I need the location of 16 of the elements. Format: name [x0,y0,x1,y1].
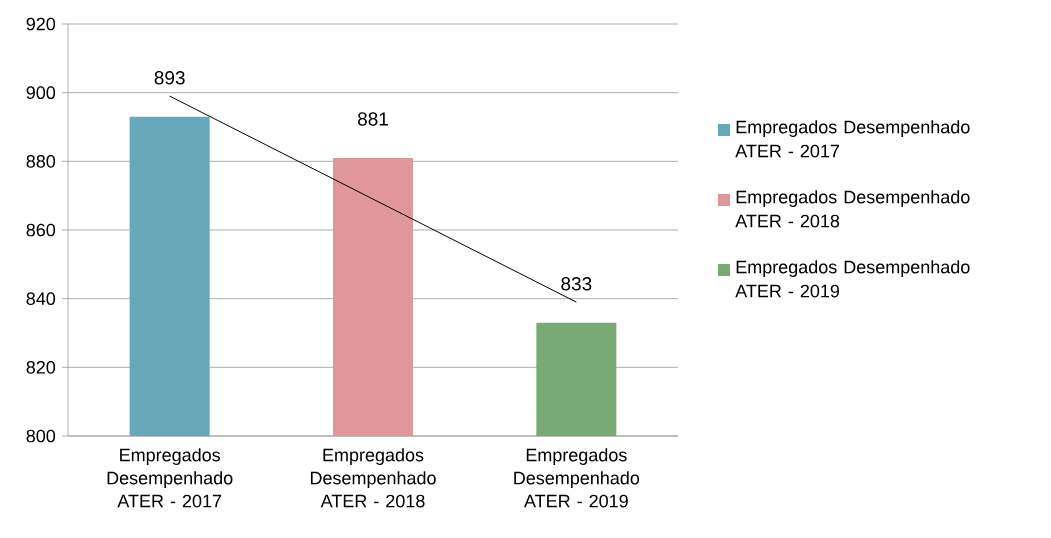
y-tick-label: 860 [26,223,56,237]
x-tick-label: Empregados Desempenhado ATER - 2018 [310,448,436,508]
y-tick-label: 900 [26,86,56,100]
data-label: 893 [154,71,185,85]
data-label: 881 [357,112,388,126]
y-tick-label: 840 [26,292,56,306]
y-tick-label: 880 [26,154,56,168]
legend-label: Empregados Desempenhado ATER - 2019 [735,260,970,298]
y-tick-label: 800 [26,429,56,443]
y-tick-label: 820 [26,360,56,374]
x-tick-label: Empregados Desempenhado ATER - 2019 [514,448,640,508]
x-tick-label: Empregados Desempenhado ATER - 2017 [107,448,233,508]
legend-label: Empregados Desempenhado ATER - 2017 [735,120,970,158]
legend-label: Empregados Desempenhado ATER - 2018 [735,190,970,228]
data-label: 833 [561,277,592,291]
y-tick-label: 920 [26,17,56,31]
